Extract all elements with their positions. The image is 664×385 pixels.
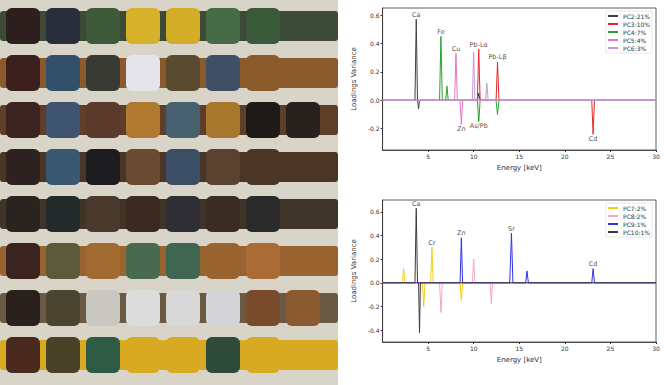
svg-text:Cu: Cu bbox=[452, 45, 461, 53]
svg-text:Sr: Sr bbox=[508, 225, 515, 233]
svg-text:20: 20 bbox=[561, 345, 569, 352]
svg-text:Pb-Lβ: Pb-Lβ bbox=[488, 53, 506, 61]
svg-text:Zn: Zn bbox=[457, 125, 466, 133]
svg-text:PC3:10%: PC3:10% bbox=[623, 21, 650, 28]
svg-text:Energy [keV]: Energy [keV] bbox=[497, 356, 542, 364]
svg-text:-0.2: -0.2 bbox=[368, 303, 380, 310]
svg-text:20: 20 bbox=[561, 153, 569, 160]
svg-text:Zn: Zn bbox=[457, 229, 466, 237]
svg-text:PC2:21%: PC2:21% bbox=[623, 13, 650, 20]
svg-text:PC5:4%: PC5:4% bbox=[623, 37, 646, 44]
svg-text:30: 30 bbox=[652, 345, 660, 352]
svg-text:15: 15 bbox=[515, 345, 523, 352]
svg-text:0.0: 0.0 bbox=[370, 97, 380, 104]
svg-text:25: 25 bbox=[607, 345, 615, 352]
svg-text:PC7:2%: PC7:2% bbox=[623, 205, 646, 212]
svg-text:PC9:1%: PC9:1% bbox=[623, 221, 646, 228]
svg-text:As/Pb: As/Pb bbox=[470, 122, 488, 130]
svg-text:0.4: 0.4 bbox=[370, 232, 380, 239]
svg-text:Pb-Lα: Pb-Lα bbox=[470, 41, 488, 49]
svg-text:0.6: 0.6 bbox=[370, 208, 380, 215]
svg-text:5: 5 bbox=[426, 345, 430, 352]
svg-text:Energy [keV]: Energy [keV] bbox=[497, 164, 542, 172]
svg-text:PC10:1%: PC10:1% bbox=[623, 229, 650, 236]
svg-text:Cr: Cr bbox=[428, 239, 436, 247]
svg-text:-0.2: -0.2 bbox=[368, 125, 380, 132]
svg-text:PC6:3%: PC6:3% bbox=[623, 45, 646, 52]
svg-text:Loadings Variance: Loadings Variance bbox=[350, 239, 358, 303]
svg-text:5: 5 bbox=[426, 153, 430, 160]
svg-text:0.4: 0.4 bbox=[370, 40, 380, 47]
svg-text:Fe: Fe bbox=[437, 28, 444, 36]
svg-text:Ca: Ca bbox=[412, 200, 421, 208]
svg-text:PC4:7%: PC4:7% bbox=[623, 29, 646, 36]
svg-text:Cd: Cd bbox=[589, 135, 598, 143]
svg-text:10: 10 bbox=[470, 153, 478, 160]
svg-text:15: 15 bbox=[515, 153, 523, 160]
svg-text:Loadings Variance: Loadings Variance bbox=[350, 47, 358, 111]
svg-text:Cd: Cd bbox=[589, 260, 598, 268]
svg-text:0.2: 0.2 bbox=[370, 68, 380, 75]
svg-text:30: 30 bbox=[652, 153, 660, 160]
svg-text:PC8:2%: PC8:2% bbox=[623, 213, 646, 220]
svg-text:0.0: 0.0 bbox=[370, 279, 380, 286]
svg-text:10: 10 bbox=[470, 345, 478, 352]
svg-text:-0.4: -0.4 bbox=[368, 327, 380, 334]
svg-text:25: 25 bbox=[607, 153, 615, 160]
svg-text:Ca: Ca bbox=[412, 11, 421, 19]
svg-text:0.6: 0.6 bbox=[370, 12, 380, 19]
svg-text:0.2: 0.2 bbox=[370, 256, 380, 263]
